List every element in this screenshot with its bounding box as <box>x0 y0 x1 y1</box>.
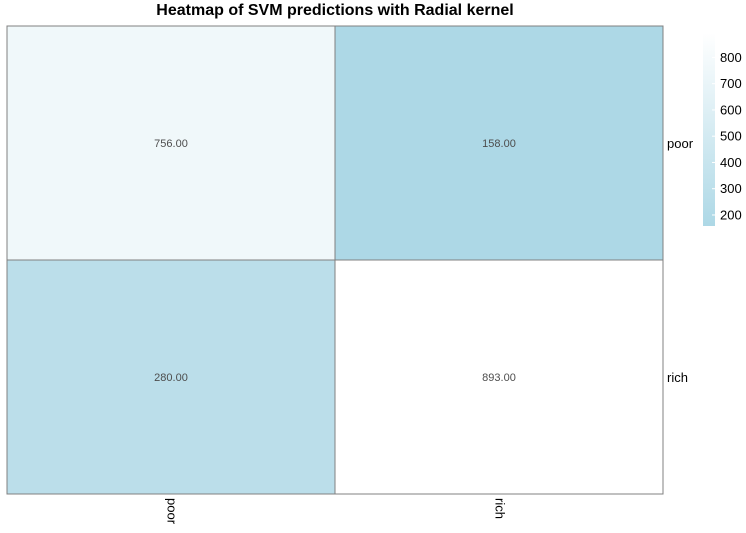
legend-tick-label: 200 <box>720 207 742 222</box>
legend-tick-label: 600 <box>720 102 742 117</box>
cell-labels: 756.00 158.00 280.00 893.00 <box>154 138 516 384</box>
legend-colorbar <box>703 33 715 226</box>
color-legend: 200 300 400 500 600 700 800 <box>703 33 742 226</box>
cell-value-label: 158.00 <box>482 138 516 150</box>
cell-value-label: 893.00 <box>482 372 516 384</box>
legend-tick-label: 800 <box>720 50 742 65</box>
legend-tick-label: 400 <box>720 155 742 170</box>
heatmap-cells <box>6 25 664 495</box>
column-label-poor: poor <box>165 498 180 525</box>
column-labels: poor rich <box>165 498 508 525</box>
legend-tick-label: 300 <box>720 181 742 196</box>
row-labels: poor rich <box>667 136 694 385</box>
heatmap-cell-poor-rich <box>334 25 664 261</box>
row-label-rich: rich <box>667 370 688 385</box>
chart-title: Heatmap of SVM predictions with Radial k… <box>156 2 514 19</box>
cell-value-label: 280.00 <box>154 372 188 384</box>
column-label-rich: rich <box>493 498 508 519</box>
cell-value-label: 756.00 <box>154 138 188 150</box>
heatmap-cell-rich-rich <box>334 259 664 495</box>
legend-tick-label: 500 <box>720 129 742 144</box>
legend-tick-label: 700 <box>720 76 742 91</box>
row-label-poor: poor <box>667 136 694 151</box>
